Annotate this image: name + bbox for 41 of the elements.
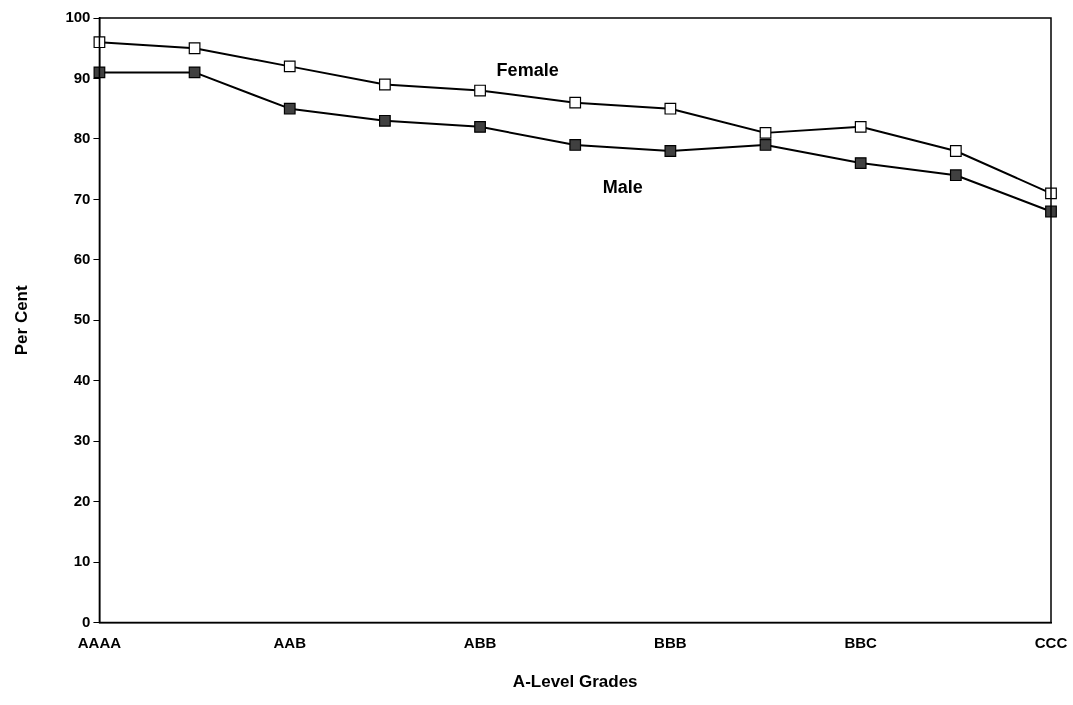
point — [854, 157, 867, 170]
x-tick-label: BBB — [654, 633, 687, 651]
point — [854, 120, 867, 133]
y-tick-label: 30 — [73, 431, 91, 449]
point — [474, 120, 486, 133]
y-tick-label: 10 — [73, 552, 91, 570]
point — [569, 96, 582, 109]
point — [283, 60, 296, 73]
y-tick-label: 70 — [73, 189, 91, 207]
y-tick-label: 80 — [73, 129, 91, 147]
point — [188, 66, 201, 79]
y-tick-label: 60 — [73, 249, 91, 267]
point — [93, 36, 106, 49]
x-tick-label: BBC — [844, 633, 878, 651]
x-axis-title: A-Level Grades — [512, 672, 638, 692]
x-tick-label: AAAA — [77, 633, 122, 651]
point — [664, 102, 677, 115]
series-label: Female — [496, 59, 559, 80]
point — [759, 139, 772, 151]
point — [759, 126, 772, 139]
point — [379, 114, 391, 127]
y-tick-label: 40 — [73, 370, 91, 388]
point — [93, 66, 106, 79]
y-tick-label: 0 — [82, 612, 91, 630]
y-tick-label: 100 — [65, 8, 91, 26]
point — [949, 169, 962, 182]
x-tick-label: CCC — [1034, 633, 1068, 651]
point — [474, 84, 486, 97]
x-tick-label: ABB — [463, 633, 497, 651]
x-tick-label: AAB — [273, 633, 307, 651]
y-tick-label: 50 — [73, 310, 91, 328]
y-axis-title: Per Cent — [11, 285, 31, 356]
point — [664, 145, 677, 157]
y-tick-label: 20 — [73, 491, 91, 509]
point — [569, 139, 582, 151]
y-tick-label: 90 — [73, 68, 91, 86]
point — [379, 78, 391, 91]
point — [949, 145, 962, 157]
point — [188, 42, 201, 55]
series-label: Male — [602, 176, 643, 197]
point — [283, 102, 296, 115]
